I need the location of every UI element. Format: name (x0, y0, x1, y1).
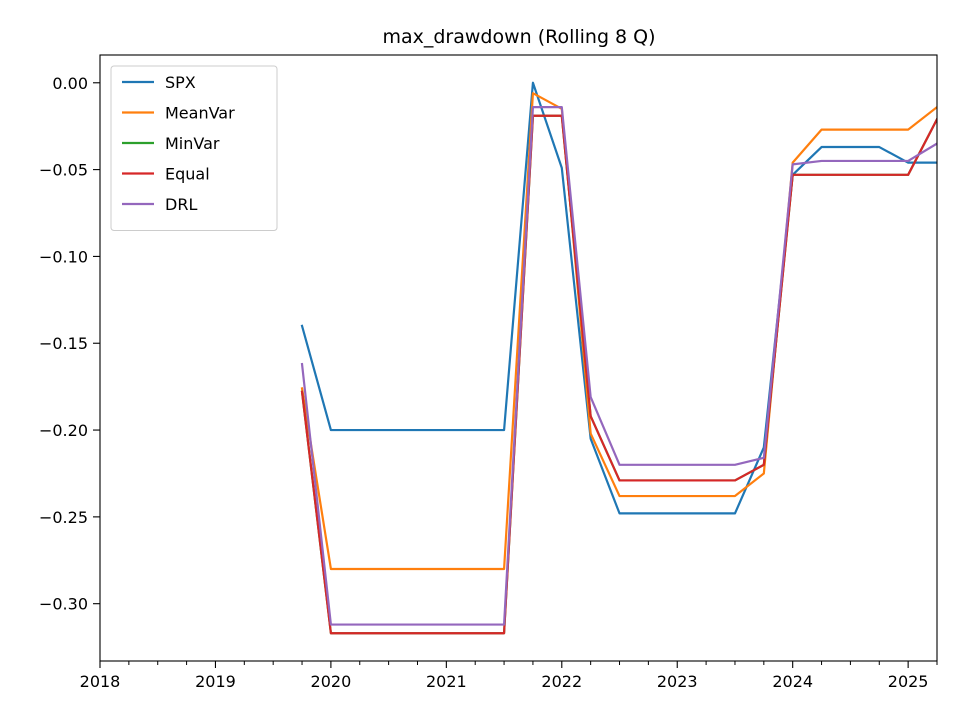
legend-label-equal: Equal (165, 165, 210, 184)
y-tick-label: −0.20 (39, 421, 88, 440)
legend-label-drl: DRL (165, 195, 197, 214)
y-tick-label: 0.00 (52, 74, 88, 93)
legend: SPX MeanVar MinVar Equal DRL (110, 65, 278, 231)
legend-label-spx: SPX (165, 73, 196, 92)
legend-label-meanvar: MeanVar (165, 104, 235, 123)
x-tick-label: 2025 (888, 672, 929, 691)
series-line-equal (300, 114, 937, 635)
y-tick-label: −0.05 (39, 161, 88, 180)
axes-layer: 2018 2019 2020 2021 2022 2023 2024 2025 0.00 −0.0… (39, 54, 938, 691)
y-tick-label: −0.30 (39, 595, 88, 614)
legend-label-minvar: MinVar (165, 134, 220, 153)
y-tick-label: −0.15 (39, 334, 88, 353)
x-tick-label: 2022 (541, 672, 582, 691)
series-line-spx (300, 81, 937, 515)
series-line-drl (300, 105, 937, 626)
x-tick-label: 2021 (426, 672, 467, 691)
legend-box (110, 65, 278, 231)
x-tick-label: 2020 (311, 672, 352, 691)
x-tick-label: 2018 (80, 672, 121, 691)
x-tick-label: 2023 (657, 672, 698, 691)
series-line-meanvar (300, 92, 937, 571)
series-layer (300, 81, 937, 635)
chart-title: max_drawdown (Rolling 8 Q) (382, 26, 655, 48)
y-tick-label: −0.25 (39, 508, 88, 527)
y-tick-label: −0.10 (39, 247, 88, 266)
x-tick-label: 2024 (772, 672, 813, 691)
plot-frame (99, 54, 938, 662)
x-tick-label: 2019 (195, 672, 236, 691)
